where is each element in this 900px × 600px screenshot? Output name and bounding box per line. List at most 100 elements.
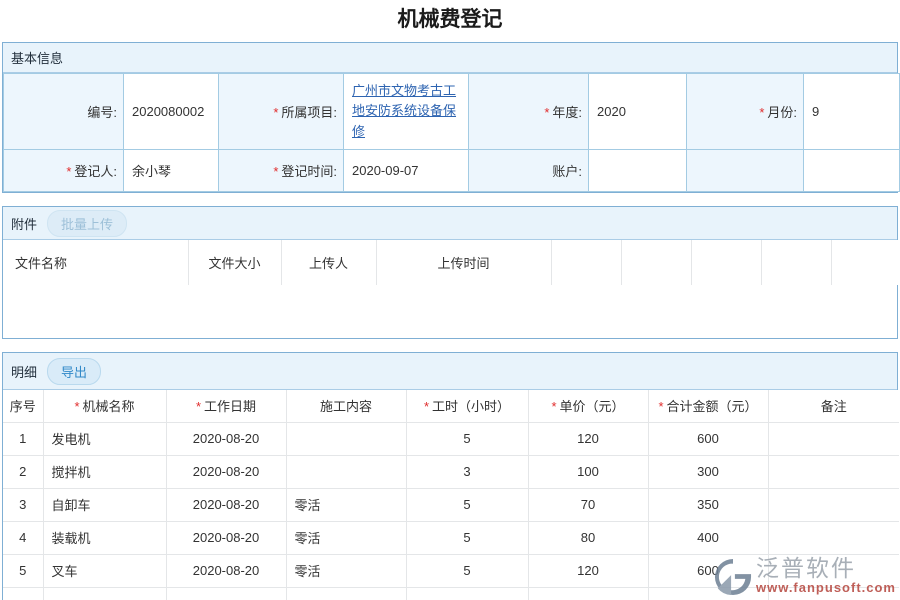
- cell-remark: [767, 520, 900, 555]
- month-value: 9: [803, 73, 900, 150]
- cell-work-content: 零活: [285, 553, 407, 588]
- account-value: [588, 149, 687, 192]
- col-empty: [550, 239, 622, 286]
- cell-seq: 4: [2, 520, 44, 555]
- required-icon: *: [658, 399, 664, 415]
- cell-total-amount: 350: [647, 487, 769, 522]
- registrant-value: 余小琴: [123, 149, 219, 192]
- required-icon: *: [195, 399, 202, 415]
- cell-remark: [767, 487, 900, 522]
- cell-work-content: [285, 421, 407, 456]
- col-total-amount: * 合计金额（元）: [647, 389, 769, 423]
- number-value: 2020080002: [123, 73, 219, 150]
- col-hours: * 工时（小时）: [405, 389, 529, 423]
- col-unit-price: * 单价（元）: [527, 389, 649, 423]
- required-icon: *: [273, 164, 279, 179]
- table-row: 5 叉车 2020-08-20 零活 5 120 600: [2, 553, 900, 588]
- cell-hours: 3: [405, 454, 529, 489]
- table-row: 2 搅拌机 2020-08-20 3 100 300: [2, 454, 900, 489]
- registrant-label: * 登记人:: [3, 149, 124, 192]
- cell-machine-name: 发电机: [42, 421, 167, 456]
- cell-machine-name: 装载机: [42, 520, 167, 555]
- page-title: 机械费登记: [397, 8, 503, 31]
- col-empty: [690, 239, 762, 286]
- details-header-row: 序号 * 机械名称 * 工作日期 施工内容 * 工时（小时） * 单价（元） * 合计金额…: [2, 389, 900, 423]
- details-table: 序号 * 机械名称 * 工作日期 施工内容 * 工时（小时） * 单价（元） * 合计金额…: [2, 389, 900, 600]
- col-upload-time: 上传时间: [375, 239, 552, 286]
- col-empty: [620, 239, 692, 286]
- cell-work-content: 零活: [285, 520, 407, 555]
- cell-work-date: 2020-08-20: [165, 487, 287, 522]
- attachments-title: 附件: [11, 216, 38, 232]
- details-header: 明细 导出: [3, 353, 897, 390]
- col-seq: 序号: [2, 389, 44, 423]
- basic-info-table: 编号: 2020080002 * 所属项目: 广州市文物考古工地安防系统设备保修 …: [3, 73, 900, 192]
- required-icon: *: [551, 399, 557, 415]
- cell-work-content: 零活: [285, 487, 407, 522]
- month-label: * 月份:: [686, 73, 804, 150]
- cell-machine-name: 自卸车: [42, 487, 167, 522]
- table-row: 4 装载机 2020-08-20 零活 5 80 400: [2, 520, 900, 555]
- cell-total-amount: 600: [647, 421, 769, 456]
- details-title: 明细: [11, 364, 38, 380]
- col-empty: [760, 239, 832, 286]
- attachments-panel: 附件 批量上传 文件名称 文件大小 上传人 上传时间: [2, 206, 900, 339]
- required-icon: *: [423, 399, 430, 415]
- cell-unit-price: 120: [527, 421, 649, 456]
- cell-seq: 5: [2, 553, 44, 588]
- cell-seq: 1: [2, 421, 44, 456]
- cell-unit-price: 80: [527, 520, 649, 555]
- batch-upload-button[interactable]: 批量上传: [47, 209, 128, 237]
- cell-work-date: 2020-08-20: [165, 421, 287, 456]
- basic-info-title: 基本信息: [11, 51, 64, 66]
- cell-total-amount: 400: [647, 520, 769, 555]
- cell-work-date: 2020-08-20: [165, 520, 287, 555]
- attachments-table: 文件名称 文件大小 上传人 上传时间: [2, 239, 900, 286]
- cell-unit-price: 100: [527, 454, 649, 489]
- empty-value-cell: [803, 149, 900, 192]
- number-label: 编号:: [3, 73, 124, 150]
- cell-work-date: 2020-08-20: [165, 553, 287, 588]
- basic-info-panel: 基本信息 编号: 2020080002 * 所属项目: 广州市文物考古工地安防系统…: [2, 42, 900, 193]
- cell-machine-name: 叉车: [42, 553, 167, 588]
- col-machine-name: * 机械名称: [42, 389, 167, 423]
- cell-hours: 5: [405, 487, 529, 522]
- cell-hours: 5: [405, 553, 529, 588]
- cell-total-amount: 300: [647, 454, 769, 489]
- cell-total-amount: 600: [647, 553, 769, 588]
- export-button[interactable]: 导出: [47, 357, 102, 385]
- col-remark: 备注: [767, 389, 900, 423]
- cell-remark: [767, 454, 900, 489]
- col-uploader: 上传人: [280, 239, 377, 286]
- details-panel: 明细 导出 序号 * 机械名称 * 工作日期 施工内容 * 工时（小时） * 单价（元）…: [2, 352, 900, 600]
- cell-unit-price: 70: [527, 487, 649, 522]
- table-row-partial: [2, 586, 900, 600]
- cell-seq: 2: [2, 454, 44, 489]
- table-row: 1 发电机 2020-08-20 5 120 600: [2, 421, 900, 456]
- table-row: 3 自卸车 2020-08-20 零活 5 70 350: [2, 487, 900, 522]
- project-link[interactable]: 广州市文物考古工地安防系统设备保修: [352, 83, 457, 139]
- attachments-empty-body: [3, 285, 897, 338]
- project-label: * 所属项目:: [218, 73, 344, 150]
- col-file-name: 文件名称: [2, 239, 189, 286]
- cell-machine-name: 搅拌机: [42, 454, 167, 489]
- register-time-label: * 登记时间:: [218, 149, 344, 192]
- account-label: 账户:: [468, 149, 589, 192]
- cell-work-date: 2020-08-20: [165, 454, 287, 489]
- col-file-size: 文件大小: [187, 239, 282, 286]
- cell-remark: [767, 553, 900, 588]
- register-time-value: 2020-09-07: [343, 149, 469, 192]
- required-icon: *: [74, 399, 80, 415]
- year-value: 2020: [588, 73, 687, 150]
- col-work-content: 施工内容: [285, 389, 407, 423]
- year-label: * 年度:: [468, 73, 589, 150]
- cell-work-content: [285, 454, 407, 489]
- col-work-date: * 工作日期: [165, 389, 287, 423]
- cell-seq: 3: [2, 487, 44, 522]
- required-icon: *: [66, 164, 72, 179]
- cell-hours: 5: [405, 520, 529, 555]
- empty-label-cell: [686, 149, 804, 192]
- cell-hours: 5: [405, 421, 529, 456]
- required-icon: *: [544, 105, 550, 120]
- required-icon: *: [759, 105, 765, 120]
